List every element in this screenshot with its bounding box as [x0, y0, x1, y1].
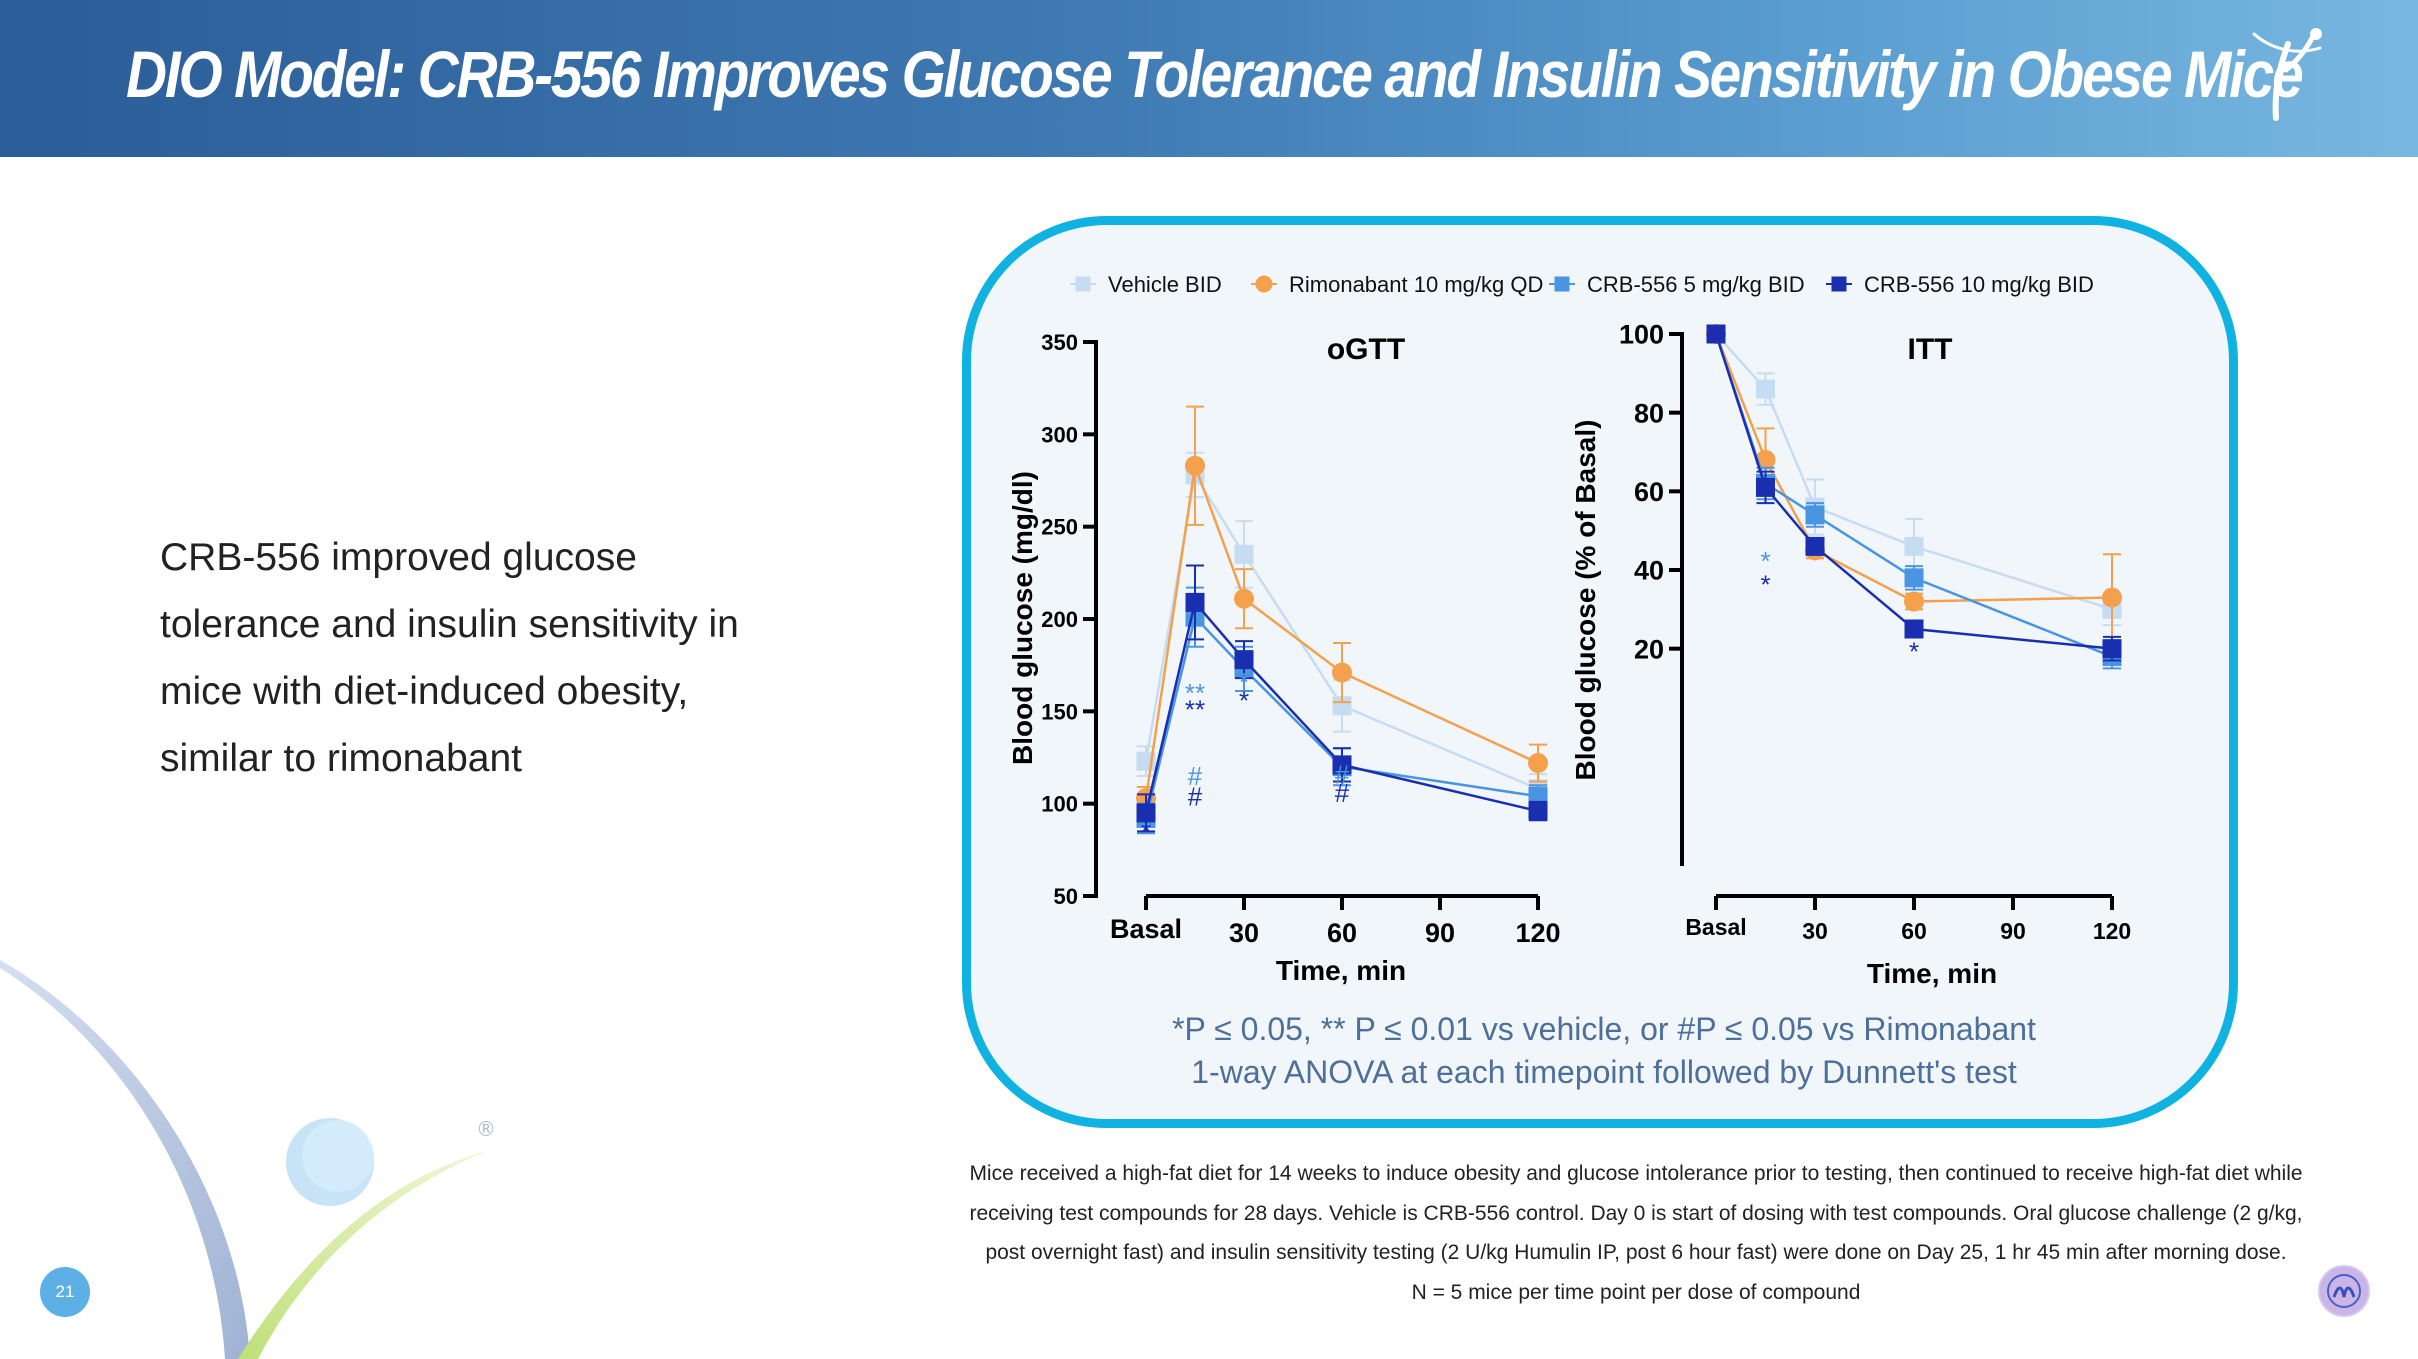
series: [1136, 564, 1548, 833]
data-point: [1234, 588, 1254, 609]
x-tick-label: 90: [1425, 918, 1455, 948]
data-point: [1332, 755, 1352, 775]
chart-panel: [962, 216, 2238, 1128]
chart-legend: Vehicle BID Rimonabant 10 mg/kg QD CRB-556…: [1070, 272, 2094, 297]
significance-mark: *: [1909, 636, 1919, 666]
data-point: [1255, 275, 1273, 293]
title-banner: DIO Model: CRB-556 Improves Glucose Tole…: [0, 0, 2418, 157]
significance-mark: **: [1185, 695, 1205, 725]
legend-label: Vehicle BID: [1108, 272, 1222, 297]
significance-mark: **: [1185, 678, 1205, 708]
data-point: [1185, 592, 1205, 612]
y-axis-label: Blood glucose (mg/dl): [1007, 471, 1038, 765]
data-point: [1904, 536, 1924, 556]
data-point: [2102, 587, 2122, 608]
data-point: [2102, 639, 2122, 659]
y-tick-label: 250: [1041, 515, 1078, 540]
company-seal-icon: [2318, 1265, 2370, 1317]
chart-note-significance: *P ≤ 0.05, ** P ≤ 0.01 vs vehicle, or #P…: [1172, 1011, 2036, 1047]
legend-entry: CRB-556 5 mg/kg BID: [1549, 272, 1805, 297]
y-tick-label: 100: [1619, 320, 1664, 350]
chart-ogtt: 50 100 150 200 250 300 350 Basal 30 60 90 120 oGTT Ti…: [1007, 330, 1561, 986]
y-tick-label: 350: [1041, 330, 1078, 355]
chart-title: ITT: [1908, 333, 1953, 366]
significance-mark: #: [1188, 761, 1203, 791]
data-point: [1805, 536, 1825, 556]
x-axis-label: Time, min: [1867, 958, 1997, 989]
data-point: [1904, 619, 1924, 639]
data-point: [1075, 276, 1091, 292]
chart-itt: 20 40 60 80 100 Basal 30 60 90 120 ITT Time, min Blo…: [1570, 320, 2131, 989]
x-tick-label: 120: [2093, 918, 2131, 944]
series-line: [1144, 471, 1539, 791]
legend-label: CRB-556 5 mg/kg BID: [1587, 272, 1805, 297]
x-tick-label: Basal: [1110, 914, 1182, 944]
data-point: [1554, 276, 1570, 292]
y-tick-label: 100: [1041, 792, 1078, 817]
data-point: [1528, 753, 1548, 774]
chart-note-statistics: 1-way ANOVA at each timepoint followed b…: [1191, 1054, 2017, 1090]
data-point: [1805, 505, 1825, 525]
x-tick-label: 60: [1901, 918, 1927, 944]
data-point: [1185, 455, 1205, 476]
x-tick-label: 120: [1515, 918, 1560, 948]
chart-title: oGTT: [1327, 333, 1405, 366]
series: [1706, 324, 2122, 662]
data-point: [1234, 544, 1254, 564]
data-point: [1904, 591, 1924, 612]
significance-mark: *: [1239, 667, 1249, 697]
significance-mark: *: [1760, 570, 1770, 600]
footnote-line: Mice received a high-fat diet for 14 wee…: [969, 1162, 2303, 1185]
page-number: 21: [40, 1267, 90, 1317]
body-text: CRB-556 improved glucose tolerance and i…: [160, 536, 739, 780]
data-point: [1528, 801, 1548, 821]
y-tick-label: 80: [1634, 398, 1664, 428]
significance-mark: #: [1188, 782, 1203, 812]
legend-entry: Vehicle BID: [1070, 272, 1222, 297]
y-tick-label: 60: [1634, 477, 1664, 507]
y-tick-label: 40: [1634, 556, 1664, 586]
y-axis-label: Blood glucose (% of Basal): [1570, 420, 1601, 781]
data-point: [1756, 477, 1775, 497]
slide-title: DIO Model: CRB-556 Improves Glucose Tole…: [126, 37, 2304, 111]
y-tick-label: 50: [1054, 884, 1078, 909]
y-tick-label: 300: [1041, 422, 1078, 447]
data-point: [1234, 650, 1254, 670]
significance-mark: *: [1760, 546, 1770, 576]
legend-label: Rimonabant 10 mg/kg QD: [1289, 272, 1543, 297]
data-point: [1706, 324, 1726, 344]
data-point: [1136, 803, 1156, 823]
data-point: [1332, 662, 1352, 683]
footnote-line: N = 5 mice per time point per dose of co…: [1411, 1280, 1861, 1304]
footnote-line: receiving test compounds for 28 days. Ve…: [969, 1201, 2303, 1225]
footnote: Mice received a high-fat diet for 14 wee…: [924, 1154, 2348, 1312]
data-point: [1904, 568, 1924, 588]
data-point: [1756, 379, 1775, 399]
x-axis-label: Time, min: [1276, 955, 1406, 986]
significance-mark: *: [1239, 685, 1249, 715]
x-tick-label: 30: [1802, 918, 1828, 944]
x-tick-label: 30: [1229, 918, 1259, 948]
data-point: [1831, 276, 1847, 292]
x-tick-label: Basal: [1685, 914, 1746, 940]
footnote-line: post overnight fast) and insulin sensiti…: [985, 1241, 2287, 1264]
data-point: [1332, 696, 1352, 716]
decorative-swoosh: [0, 960, 490, 1359]
legend-label: CRB-556 10 mg/kg BID: [1864, 272, 2094, 297]
x-tick-label: 90: [2000, 918, 2026, 944]
significance-mark: #: [1335, 759, 1350, 789]
significance-mark: *: [1141, 817, 1151, 847]
x-tick-label: 60: [1327, 918, 1357, 948]
y-tick-label: 150: [1041, 699, 1078, 724]
y-tick-label: 20: [1634, 634, 1664, 664]
legend-entry: Rimonabant 10 mg/kg QD: [1251, 272, 1543, 297]
y-tick-label: 200: [1041, 607, 1078, 632]
significance-mark: #: [1335, 778, 1350, 808]
registered-mark: ®: [476, 1117, 496, 1141]
legend-entry: CRB-556 10 mg/kg BID: [1826, 272, 2094, 297]
stylized-figure-logo-icon: [2252, 28, 2322, 121]
